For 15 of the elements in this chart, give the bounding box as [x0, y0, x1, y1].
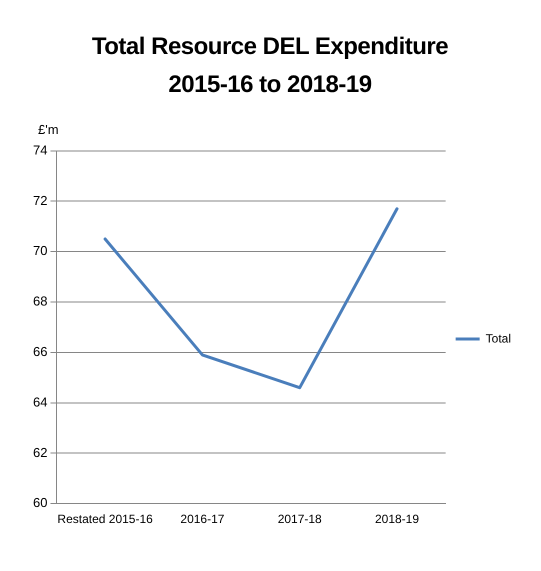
y-tick-label: 74: [32, 142, 48, 158]
y-tick-label: 68: [32, 294, 48, 309]
y-tick-label: 62: [32, 444, 48, 460]
y-tick-label: 72: [32, 192, 48, 208]
y-axis-title: £'m: [38, 122, 60, 139]
x-tick-label: 2017-18: [278, 512, 322, 526]
chart-title: Total Resource DEL Expenditure 2015-16 to 2018-19: [90, 32, 450, 100]
y-tick-label: 60: [32, 495, 48, 510]
y-tick-label: 66: [32, 344, 48, 359]
legend-label: Total: [486, 331, 512, 346]
x-tick-label: 2016-17: [180, 512, 225, 526]
y-tick-label: 64: [32, 394, 48, 410]
x-tick-label: 2018-19: [374, 512, 420, 526]
y-tick-label: 70: [32, 243, 48, 258]
x-tick-label: Restated 2015-16: [57, 512, 154, 526]
